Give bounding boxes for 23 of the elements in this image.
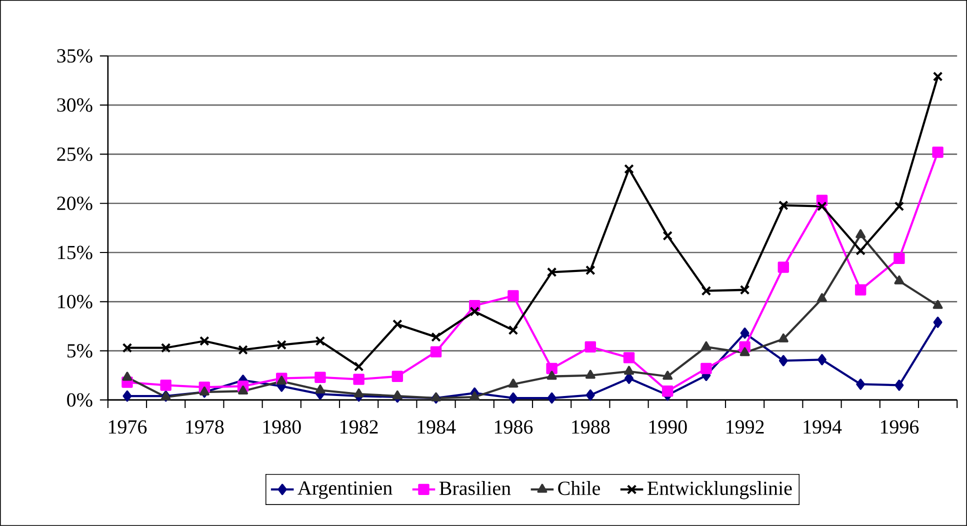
y-tick-label: 0% <box>67 393 92 407</box>
x-tick-label: 1984 <box>418 420 456 434</box>
y-tick-label: 15% <box>58 246 92 260</box>
x-tick-label: 1978 <box>186 420 224 434</box>
y-tick-label: 10% <box>58 294 92 309</box>
x-tick-label: 1996 <box>880 420 919 434</box>
x-tick-label: 1994 <box>804 420 842 434</box>
x-tick-label: 1992 <box>726 420 764 434</box>
legend-label: Entwicklungslinie <box>647 481 792 500</box>
x-tick-label: 1990 <box>649 420 687 434</box>
x-tick-label: 1976 <box>108 420 147 434</box>
y-tick-label: 35% <box>57 49 92 63</box>
y-tick-label: 5% <box>67 344 92 358</box>
legend-label: Brasilien <box>439 481 511 496</box>
y-tick-label: 30% <box>57 98 92 112</box>
x-tick-label: 1982 <box>340 420 378 434</box>
legend-label: Chile <box>558 481 600 496</box>
y-tick-label: 25% <box>57 147 92 162</box>
y-tick-label: 20% <box>57 196 92 210</box>
legend-label: Argentinien <box>298 481 392 499</box>
x-tick-label: 1980 <box>263 420 301 434</box>
x-tick-label: 1988 <box>572 420 610 434</box>
x-tick-label: 1986 <box>494 420 533 434</box>
